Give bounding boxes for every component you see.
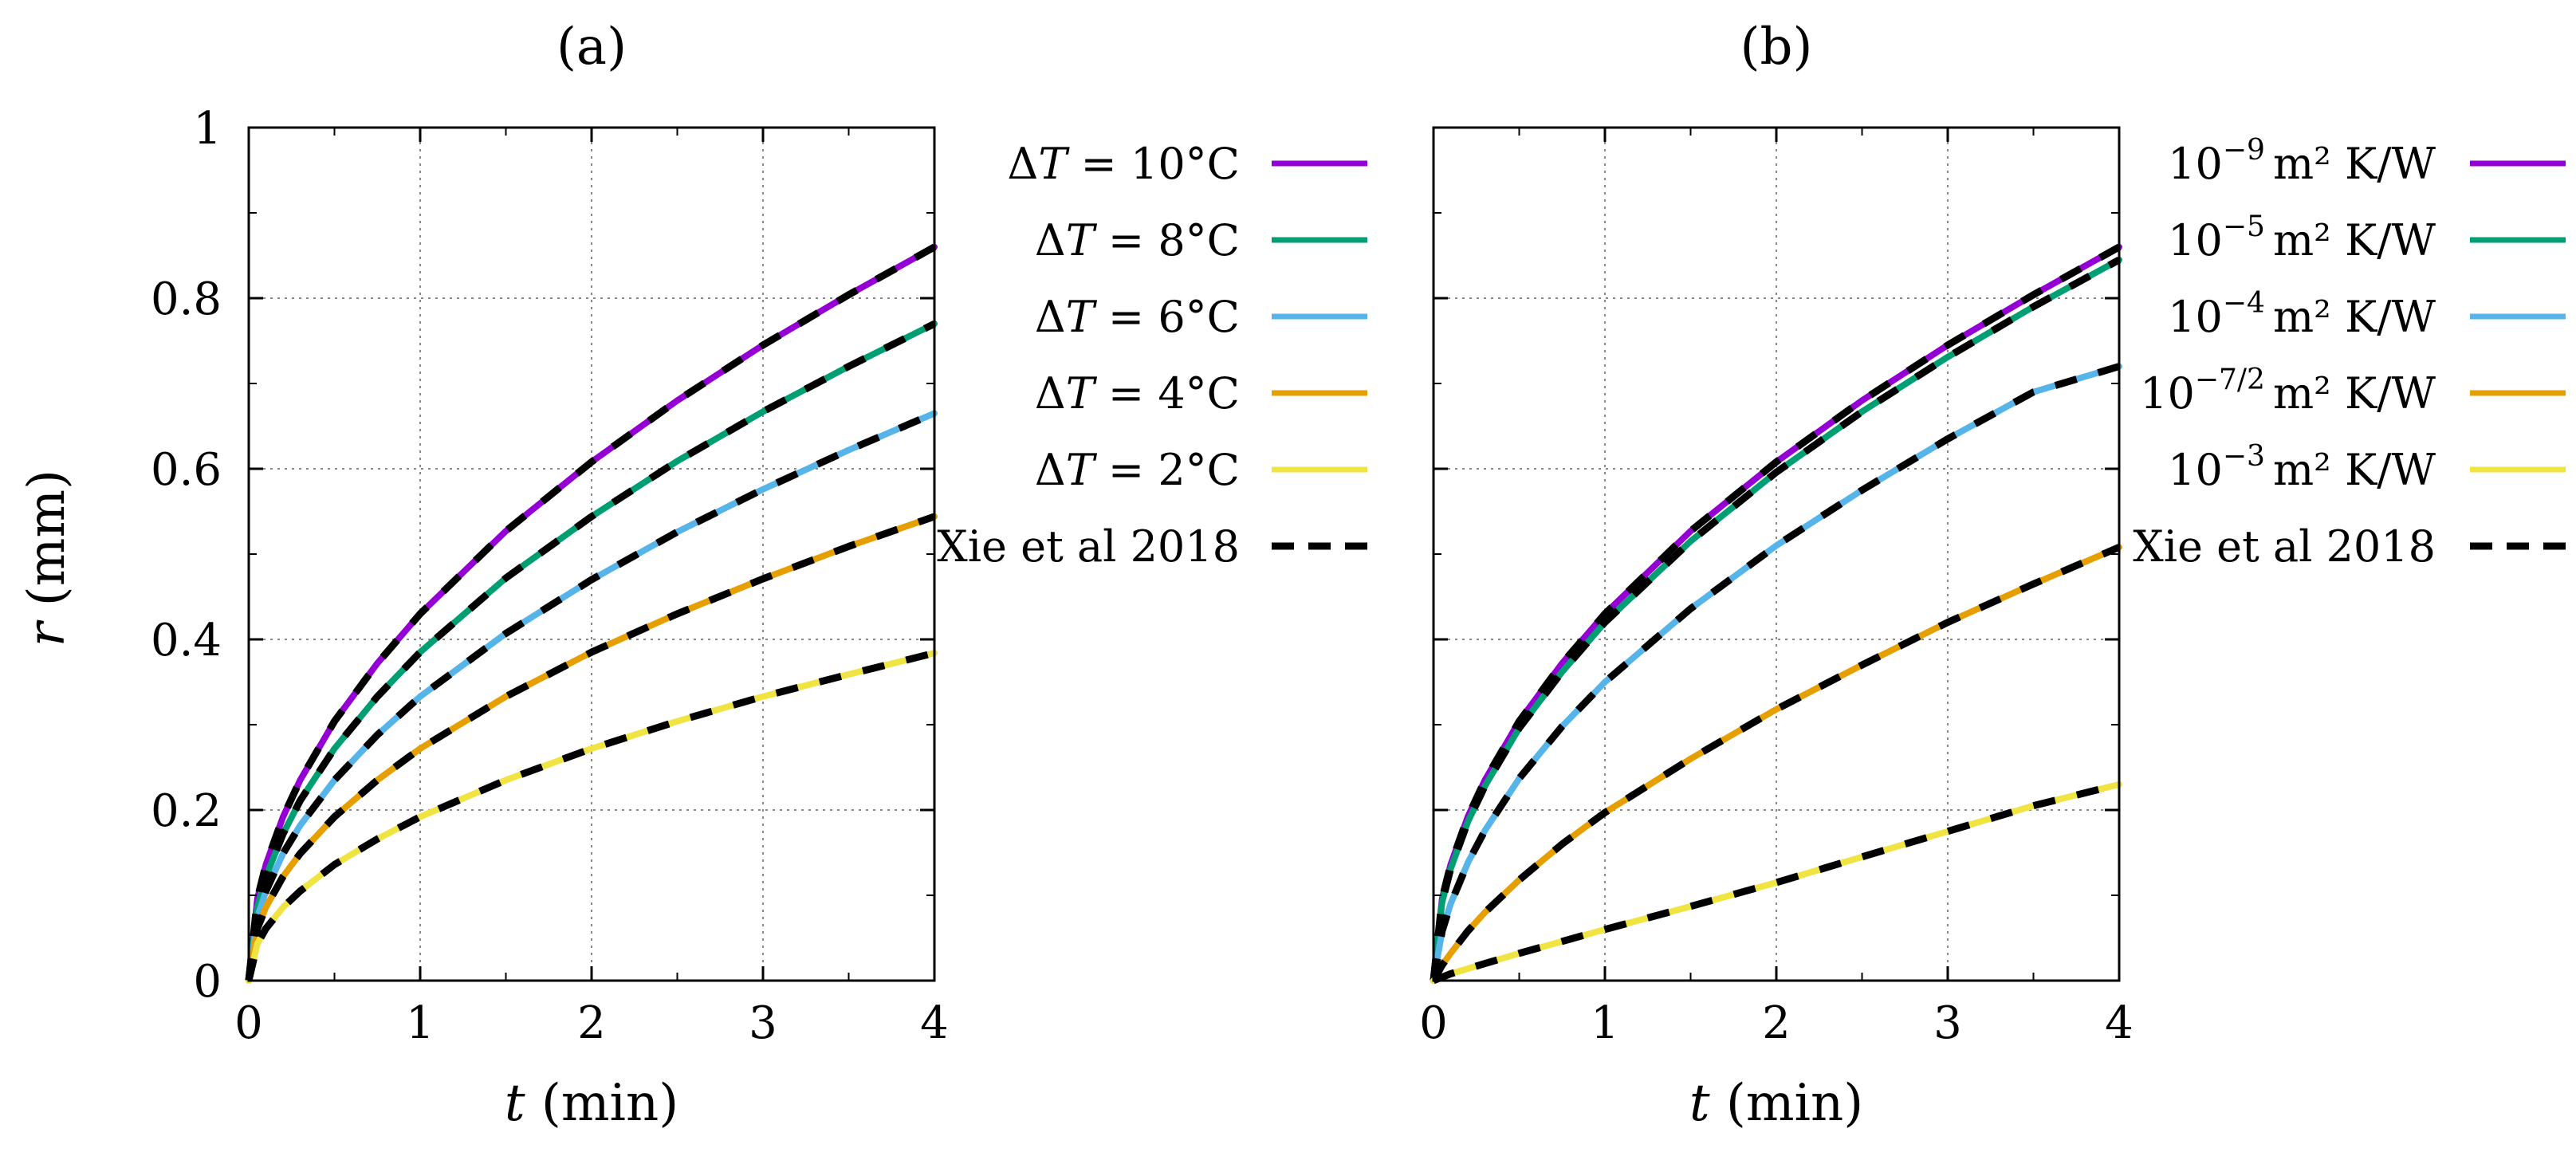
legend-label: 10−3 m² K/W: [2168, 440, 2436, 495]
x-tick-label: 0: [234, 997, 263, 1049]
panel-b: (b) 0 1 2 3 4 t (min) 10−9 m² K/W 10−5 m² K/W …: [1419, 18, 2566, 1133]
legend-label: ΔT = 6°C: [1035, 292, 1240, 342]
panel-a-series-line-1: [246, 320, 938, 984]
legend-item: 10−4 m² K/W: [2168, 287, 2566, 342]
legend-label: 10−7/2 m² K/W: [2140, 364, 2436, 419]
panel-b-grid: [1434, 128, 2119, 981]
legend-item-reference: Xie et al 2018: [2133, 521, 2566, 572]
legend-item: ΔT = 10°C: [1007, 139, 1367, 189]
panel-b-ticks: 0 1 2 3 4: [1419, 126, 2134, 1049]
panel-b-series: [1430, 243, 2122, 985]
panel-b-reference-line-0: [1430, 243, 2122, 981]
panel-b-series-line-3: [1430, 544, 2122, 984]
x-tick-label: 1: [406, 997, 435, 1049]
legend-label: ΔT = 2°C: [1035, 445, 1240, 495]
panel-a-reference-line-2: [245, 410, 936, 981]
panel-a-title: (a): [556, 18, 627, 77]
y-tick-label: 1: [193, 103, 222, 155]
x-tick-label: 3: [1933, 997, 1962, 1049]
panel-b-reference-line-3: [1430, 544, 2121, 983]
legend-item: ΔT = 2°C: [1035, 445, 1367, 495]
legend-label: Xie et al 2018: [937, 521, 1240, 572]
x-tick-label: 2: [1762, 997, 1791, 1049]
panel-b-reference-line-1: [1430, 256, 2122, 981]
legend-label: ΔT = 4°C: [1035, 368, 1240, 419]
y-tick-label: 0.6: [151, 444, 222, 496]
panel-a-series: [245, 243, 938, 984]
panel-a-x-axis-label: t (min): [505, 1074, 678, 1133]
panel-b-reference-line-4: [1432, 780, 2121, 985]
legend-label: ΔT = 10°C: [1007, 139, 1240, 189]
legend-item: 10−5 m² K/W: [2168, 210, 2566, 265]
panel-a-grid: [249, 128, 934, 981]
x-tick-label: 0: [1419, 997, 1448, 1049]
legend-label: Xie et al 2018: [2133, 521, 2436, 572]
legend-item: 10−9 m² K/W: [2168, 134, 2566, 189]
x-tick-label: 4: [920, 997, 949, 1049]
y-tick-label: 0.8: [151, 273, 222, 325]
panel-a-ticks: 0 1 2 3 4 0 0.2 0.4 0.6 0.8 1: [151, 103, 949, 1049]
panel-a-reference-line-4: [245, 649, 936, 982]
panel-a-series-line-0: [246, 243, 938, 984]
legend-label: ΔT = 8°C: [1035, 215, 1240, 265]
legend-label: 10−9 m² K/W: [2168, 134, 2436, 189]
panel-a-y-axis-label: r (mm): [18, 470, 77, 647]
panel-a-reference-line-3: [245, 513, 936, 981]
y-tick-label: 0: [193, 956, 222, 1008]
panel-a-legend: ΔT = 10°C ΔT = 8°C ΔT = 6°C ΔT = 4°C ΔT …: [937, 139, 1367, 572]
legend-item: ΔT = 6°C: [1035, 292, 1367, 342]
y-tick-label: 0.2: [151, 785, 222, 837]
legend-item: ΔT = 8°C: [1035, 215, 1367, 265]
panel-b-title: (b): [1740, 18, 1813, 77]
x-tick-label: 3: [749, 997, 777, 1049]
legend-item-reference: Xie et al 2018: [937, 521, 1367, 572]
panel-b-legend: 10−9 m² K/W 10−5 m² K/W 10−4 m² K/W 10−7/2 m…: [2133, 134, 2566, 572]
x-tick-label: 2: [577, 997, 606, 1049]
legend-item: ΔT = 4°C: [1035, 368, 1367, 419]
panel-a: (a) 0 1 2 3 4 0 0.2 0.4 0.6 0.8 1 t (min) r (mm) Δ…: [18, 18, 1367, 1133]
panel-b-reference-line-2: [1430, 363, 2121, 981]
legend-label: 10−5 m² K/W: [2168, 210, 2436, 265]
legend-item: 10−3 m² K/W: [2168, 440, 2566, 495]
x-tick-label: 4: [2105, 997, 2134, 1049]
panel-b-series-line-0: [1430, 243, 2122, 984]
y-tick-label: 0.4: [151, 615, 222, 666]
panel-b-series-line-1: [1430, 256, 2122, 984]
panel-b-x-axis-label: t (min): [1689, 1074, 1863, 1133]
x-tick-label: 1: [1591, 997, 1619, 1049]
legend-label: 10−4 m² K/W: [2168, 287, 2436, 342]
panel-a-reference-line-0: [245, 243, 937, 981]
legend-item: 10−7/2 m² K/W: [2140, 364, 2566, 419]
